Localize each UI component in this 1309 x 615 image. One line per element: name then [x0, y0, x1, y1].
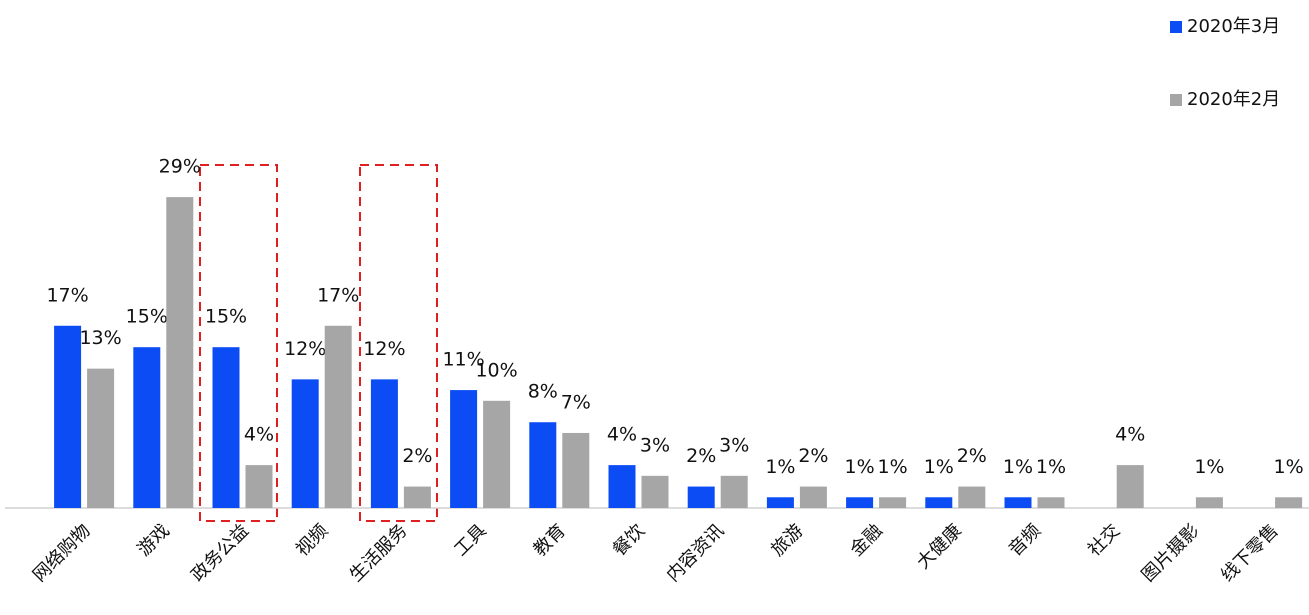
data-label: 2%	[686, 445, 716, 467]
data-label: 1%	[1003, 456, 1033, 478]
bar	[324, 325, 352, 508]
x-tick-label: 社交	[1084, 520, 1124, 560]
bar	[641, 475, 669, 508]
x-tick-label: 教育	[530, 520, 570, 560]
bar	[799, 486, 827, 508]
bar	[562, 432, 590, 508]
data-label: 13%	[79, 327, 121, 349]
x-tick-label: 旅游	[767, 520, 807, 560]
x-tick-label: 内容资讯	[663, 520, 729, 586]
bar	[370, 379, 398, 508]
data-label: 1%	[765, 456, 795, 478]
data-label: 3%	[640, 434, 670, 456]
bar	[133, 347, 161, 508]
highlight-box	[359, 164, 438, 522]
x-tick-label: 政务公益	[187, 520, 253, 586]
data-label: 4%	[244, 424, 274, 446]
bar	[403, 486, 431, 508]
bar	[1037, 497, 1065, 508]
x-tick-label: 生活服务	[346, 520, 412, 586]
data-label: 11%	[442, 349, 484, 371]
bar	[1195, 497, 1223, 508]
bar	[1116, 465, 1144, 508]
data-label: 2%	[957, 445, 987, 467]
legend-swatch	[1170, 21, 1182, 33]
x-tick-label: 图片摄影	[1138, 520, 1204, 586]
x-tick-label: 金融	[846, 520, 886, 560]
legend-label: 2020年3月	[1187, 16, 1280, 37]
bar	[245, 465, 273, 508]
legend-swatch	[1170, 94, 1182, 106]
bar	[720, 475, 748, 508]
data-label: 2%	[402, 445, 432, 467]
data-label: 2%	[798, 445, 828, 467]
bar	[925, 497, 953, 508]
data-label: 17%	[317, 284, 359, 306]
bar	[879, 497, 907, 508]
data-label: 3%	[719, 434, 749, 456]
bar	[529, 422, 557, 508]
data-label: 29%	[159, 156, 201, 178]
x-tick-label: 游戏	[134, 520, 174, 560]
data-label: 12%	[284, 338, 326, 360]
x-tick-label: 网络购物	[29, 520, 95, 586]
bar	[766, 497, 794, 508]
data-label: 1%	[1194, 456, 1224, 478]
data-label: 1%	[1274, 456, 1304, 478]
data-label: 1%	[924, 456, 954, 478]
bar	[687, 486, 715, 508]
bar	[483, 400, 511, 508]
data-label: 1%	[845, 456, 875, 478]
data-label: 1%	[1036, 456, 1066, 478]
data-label: 7%	[561, 391, 591, 413]
data-label: 12%	[363, 338, 405, 360]
bar	[450, 390, 478, 508]
data-label: 8%	[528, 381, 558, 403]
data-label: 17%	[46, 284, 88, 306]
data-label: 10%	[475, 359, 517, 381]
x-tick-label: 大健康	[913, 520, 966, 573]
x-tick-label: 餐饮	[609, 520, 649, 560]
bar	[212, 347, 240, 508]
bar	[54, 325, 82, 508]
bar	[1004, 497, 1032, 508]
x-tick-label: 工具	[450, 520, 490, 560]
data-label: 4%	[1115, 424, 1145, 446]
data-label: 1%	[878, 456, 908, 478]
legend-label: 2020年2月	[1187, 89, 1280, 110]
x-tick-label: 音频	[1005, 520, 1045, 560]
bar	[846, 497, 874, 508]
bar	[1275, 497, 1303, 508]
x-tick-label: 线下零售	[1217, 520, 1283, 586]
data-label: 4%	[607, 424, 637, 446]
bar	[291, 379, 319, 508]
highlight-box	[199, 164, 278, 522]
x-tick-label: 视频	[292, 520, 332, 560]
data-label: 15%	[126, 306, 168, 328]
bar	[166, 197, 194, 508]
bar	[608, 465, 636, 508]
bar	[87, 368, 115, 508]
bar	[958, 486, 986, 508]
data-label: 15%	[205, 306, 247, 328]
